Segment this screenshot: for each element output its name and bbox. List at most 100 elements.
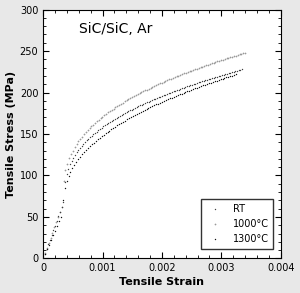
Point bbox=[113, 124, 118, 129]
Point bbox=[226, 55, 231, 60]
Point bbox=[41, 256, 46, 261]
Point bbox=[88, 135, 92, 139]
Point bbox=[183, 85, 188, 89]
Point bbox=[69, 159, 74, 163]
Point bbox=[88, 144, 92, 149]
Point bbox=[173, 94, 178, 98]
X-axis label: Tensile Strain: Tensile Strain bbox=[119, 277, 205, 287]
Point bbox=[193, 86, 198, 91]
Point bbox=[46, 241, 51, 245]
Point bbox=[134, 112, 139, 116]
Point bbox=[44, 247, 49, 251]
Point bbox=[107, 109, 112, 113]
Point bbox=[164, 98, 168, 103]
Point bbox=[86, 137, 91, 141]
Point bbox=[45, 247, 50, 251]
Point bbox=[171, 94, 176, 99]
Point bbox=[113, 116, 118, 121]
Point bbox=[175, 93, 180, 98]
Point bbox=[142, 108, 147, 113]
Point bbox=[46, 242, 51, 247]
Point bbox=[217, 59, 221, 63]
Point bbox=[208, 62, 212, 66]
Point bbox=[124, 117, 129, 122]
Point bbox=[101, 132, 106, 137]
Point bbox=[95, 137, 100, 142]
Point bbox=[146, 106, 151, 110]
Point bbox=[118, 113, 122, 118]
Point bbox=[214, 74, 219, 79]
Point bbox=[146, 99, 151, 104]
Point bbox=[130, 95, 134, 100]
Point bbox=[204, 63, 208, 68]
Point bbox=[66, 166, 71, 171]
Point bbox=[63, 168, 68, 173]
Point bbox=[123, 118, 128, 123]
Point bbox=[79, 144, 84, 148]
Point bbox=[202, 64, 207, 68]
Point bbox=[89, 124, 94, 129]
Point bbox=[99, 125, 104, 130]
Point bbox=[69, 152, 74, 156]
Point bbox=[102, 113, 107, 117]
Point bbox=[82, 150, 86, 155]
Point bbox=[205, 77, 209, 82]
Point bbox=[138, 110, 143, 114]
Point bbox=[98, 116, 103, 120]
Point bbox=[43, 251, 47, 255]
Point bbox=[71, 155, 76, 160]
Point bbox=[52, 223, 57, 228]
Point bbox=[98, 127, 102, 131]
Point bbox=[101, 124, 106, 129]
Point bbox=[203, 78, 208, 83]
Point bbox=[168, 90, 172, 95]
Point bbox=[235, 53, 240, 57]
Point bbox=[104, 111, 109, 116]
Point bbox=[96, 117, 101, 122]
Point bbox=[52, 225, 57, 230]
Point bbox=[62, 180, 67, 185]
Point bbox=[56, 219, 61, 224]
Point bbox=[105, 130, 110, 134]
Point bbox=[161, 93, 166, 98]
Point bbox=[66, 174, 71, 178]
Point bbox=[117, 122, 122, 127]
Point bbox=[146, 86, 151, 91]
Point bbox=[152, 84, 157, 88]
Point bbox=[179, 91, 184, 96]
Point bbox=[113, 105, 118, 110]
Point bbox=[169, 95, 174, 100]
Point bbox=[82, 132, 86, 137]
Point bbox=[115, 104, 120, 108]
Point bbox=[178, 86, 183, 91]
Point bbox=[198, 65, 203, 69]
Point bbox=[76, 157, 81, 162]
Point bbox=[152, 103, 157, 108]
Point bbox=[91, 122, 96, 127]
Point bbox=[225, 71, 230, 76]
Point bbox=[172, 75, 177, 79]
Point bbox=[237, 52, 242, 57]
Point bbox=[81, 142, 86, 146]
Point bbox=[228, 74, 233, 79]
Point bbox=[208, 80, 213, 85]
Point bbox=[128, 115, 133, 120]
Point bbox=[116, 115, 121, 119]
Point bbox=[194, 66, 199, 71]
Point bbox=[223, 72, 228, 76]
Point bbox=[47, 242, 52, 247]
Point bbox=[218, 73, 223, 78]
Point bbox=[144, 100, 149, 105]
Point bbox=[87, 126, 92, 131]
Point bbox=[200, 64, 205, 69]
Point bbox=[58, 209, 62, 214]
Point bbox=[181, 85, 186, 90]
Point bbox=[238, 67, 243, 72]
Point bbox=[197, 85, 202, 89]
Point bbox=[82, 140, 87, 144]
Point bbox=[205, 82, 209, 86]
Point bbox=[226, 74, 231, 79]
Point bbox=[100, 114, 105, 119]
Point bbox=[141, 89, 146, 94]
Point bbox=[128, 96, 133, 100]
